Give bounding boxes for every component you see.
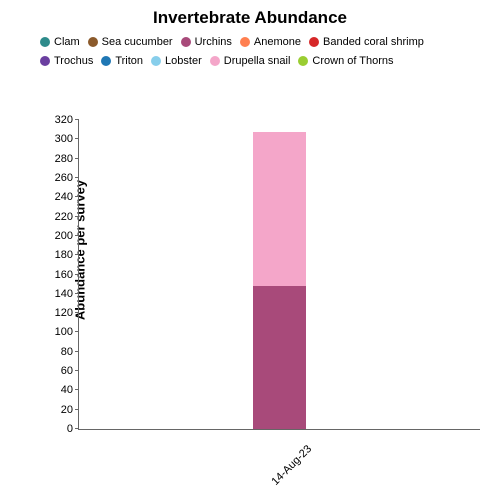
legend-item: Lobster <box>151 53 202 70</box>
legend-marker-icon <box>240 37 250 47</box>
legend-item: Triton <box>101 53 143 70</box>
legend-marker-icon <box>151 56 161 66</box>
legend-item: Anemone <box>240 34 301 51</box>
chart-title: Invertebrate Abundance <box>0 0 500 28</box>
y-tick-mark <box>75 293 79 294</box>
legend-marker-icon <box>210 56 220 66</box>
y-tick-mark <box>75 409 79 410</box>
y-tick-mark <box>75 370 79 371</box>
chart-container: Invertebrate Abundance Clam Sea cucumber U… <box>0 0 500 500</box>
legend-label: Sea cucumber <box>102 34 173 51</box>
y-tick-mark <box>75 428 79 429</box>
y-tick-mark <box>75 177 79 178</box>
y-tick-label: 300 <box>55 133 79 145</box>
y-tick-label: 100 <box>55 326 79 338</box>
legend-marker-icon <box>40 56 50 66</box>
legend-marker-icon <box>101 56 111 66</box>
legend-label: Triton <box>115 53 143 70</box>
legend-label: Anemone <box>254 34 301 51</box>
plot-area: 0204060801001201401601802002202402602803… <box>78 120 480 430</box>
legend-marker-icon <box>298 56 308 66</box>
y-tick-mark <box>75 331 79 332</box>
y-tick-label: 160 <box>55 269 79 281</box>
y-tick-label: 80 <box>61 346 79 358</box>
bar-segment <box>253 286 305 429</box>
y-tick-mark <box>75 274 79 275</box>
y-tick-mark <box>75 138 79 139</box>
y-tick-label: 240 <box>55 191 79 203</box>
legend-item: Urchins <box>181 34 232 51</box>
y-tick-mark <box>75 119 79 120</box>
legend-label: Crown of Thorns <box>312 53 393 70</box>
y-tick-label: 60 <box>61 365 79 377</box>
y-tick-label: 260 <box>55 172 79 184</box>
legend-item: Crown of Thorns <box>298 53 393 70</box>
legend-label: Urchins <box>195 34 232 51</box>
legend-item: Sea cucumber <box>88 34 173 51</box>
y-tick-label: 200 <box>55 230 79 242</box>
y-tick-mark <box>75 216 79 217</box>
legend: Clam Sea cucumber Urchins Anemone Banded cor… <box>0 28 500 76</box>
y-tick-mark <box>75 196 79 197</box>
y-tick-label: 180 <box>55 249 79 261</box>
x-tick-label: 14-Aug-23 <box>269 443 314 488</box>
y-tick-label: 120 <box>55 307 79 319</box>
y-tick-mark <box>75 312 79 313</box>
y-tick-label: 280 <box>55 153 79 165</box>
legend-marker-icon <box>88 37 98 47</box>
y-tick-mark <box>75 254 79 255</box>
legend-item: Drupella snail <box>210 53 291 70</box>
y-tick-mark <box>75 235 79 236</box>
legend-marker-icon <box>40 37 50 47</box>
y-tick-label: 220 <box>55 211 79 223</box>
legend-item: Trochus <box>40 53 93 70</box>
legend-marker-icon <box>181 37 191 47</box>
legend-label: Lobster <box>165 53 202 70</box>
y-tick-label: 140 <box>55 288 79 300</box>
y-tick-label: 0 <box>67 423 79 435</box>
y-tick-mark <box>75 351 79 352</box>
legend-item: Clam <box>40 34 80 51</box>
legend-marker-icon <box>309 37 319 47</box>
y-tick-mark <box>75 158 79 159</box>
y-tick-label: 20 <box>61 404 79 416</box>
legend-label: Banded coral shrimp <box>323 34 424 51</box>
bar-segment <box>253 132 305 287</box>
y-tick-label: 320 <box>55 114 79 126</box>
legend-item: Banded coral shrimp <box>309 34 424 51</box>
legend-label: Trochus <box>54 53 93 70</box>
legend-label: Clam <box>54 34 80 51</box>
legend-label: Drupella snail <box>224 53 291 70</box>
y-tick-label: 40 <box>61 384 79 396</box>
y-tick-mark <box>75 389 79 390</box>
